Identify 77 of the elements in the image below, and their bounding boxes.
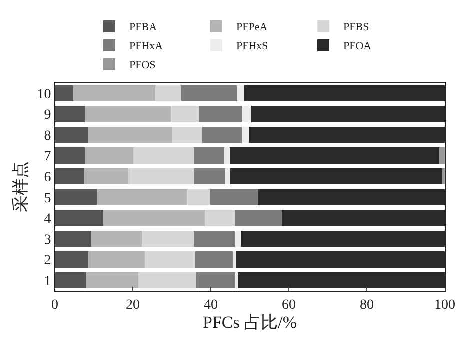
y-tick-label: 8	[44, 128, 52, 144]
bar	[170, 106, 199, 122]
legend-label: PFOA	[344, 40, 372, 53]
bar	[55, 272, 86, 289]
bar	[55, 230, 92, 248]
x-tick-label: 100	[434, 298, 456, 313]
bar	[74, 85, 156, 102]
bar	[194, 148, 225, 164]
bar	[440, 148, 445, 164]
bar	[202, 126, 242, 144]
bar	[181, 85, 238, 102]
bar	[84, 168, 129, 185]
legend-label: PFPeA	[236, 22, 268, 34]
y-tick-label: 9	[44, 108, 52, 124]
bar	[97, 189, 188, 206]
bar	[55, 85, 74, 102]
y-tick-label: 6	[44, 170, 52, 186]
bar	[230, 148, 440, 164]
bar	[55, 168, 84, 185]
bar	[91, 230, 142, 248]
bar	[55, 252, 89, 268]
bar	[86, 272, 138, 289]
bar	[238, 85, 245, 102]
bar	[210, 189, 258, 206]
y-tick-label: 4	[44, 212, 52, 228]
bar	[55, 148, 86, 164]
bar	[225, 168, 230, 185]
x-tick-label: 0	[52, 298, 58, 313]
bar	[195, 252, 233, 268]
x-axis-title: PFCs 占比/%	[203, 313, 297, 332]
y-tick-label: 10	[37, 87, 52, 102]
legend-label: PFHxA	[130, 40, 164, 53]
y-tick-label: 2	[44, 254, 52, 269]
bar	[85, 148, 134, 164]
legend-label: PFOS	[130, 60, 156, 72]
y-tick-label: 1	[44, 274, 52, 290]
bar	[194, 168, 226, 185]
bar	[138, 272, 197, 289]
bar	[156, 85, 182, 102]
bar	[55, 126, 88, 144]
bar	[442, 168, 445, 185]
y-tick-label: 3	[44, 232, 52, 248]
x-tick-label: 60	[282, 298, 296, 313]
legend-label: PFHxS	[236, 40, 268, 53]
bar	[235, 272, 239, 289]
bar	[172, 126, 202, 144]
x-tick-label: 80	[360, 298, 374, 313]
y-axis-title: 采样点	[10, 162, 30, 212]
bar	[204, 210, 236, 226]
bar	[198, 106, 242, 122]
bar	[85, 106, 171, 122]
bar	[55, 210, 104, 226]
bar	[194, 230, 236, 248]
bar	[133, 148, 194, 164]
bar	[128, 168, 194, 185]
x-tick-label: 20	[126, 298, 140, 313]
y-tick-label: 7	[44, 150, 52, 165]
legend-label: PFBS	[344, 22, 370, 34]
bar	[232, 252, 236, 268]
bar	[187, 189, 211, 206]
bar	[142, 230, 194, 248]
bar	[145, 252, 196, 268]
bar	[242, 106, 252, 122]
bar	[235, 230, 242, 248]
bar	[235, 210, 282, 226]
y-tick-label: 5	[44, 191, 52, 206]
x-tick-label: 40	[204, 298, 218, 313]
bar	[230, 168, 442, 185]
legend-label: PFBA	[130, 22, 158, 34]
bar	[55, 106, 86, 122]
bar	[55, 189, 98, 206]
bar	[224, 148, 230, 164]
bar	[103, 210, 205, 226]
bar	[88, 126, 172, 144]
bar	[196, 272, 236, 289]
bar	[88, 252, 146, 268]
bar	[242, 126, 249, 144]
